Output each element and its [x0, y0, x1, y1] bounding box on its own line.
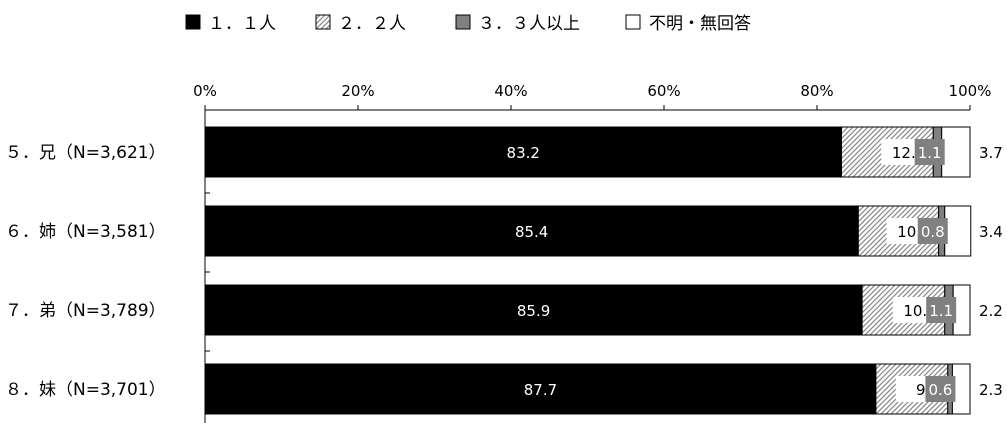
data-label-bg-s3-c1: [914, 139, 945, 165]
data-label-s3-c2: 0.8: [921, 223, 945, 241]
legend: １．１人 ２．２人 ３．３人以上 不明・無回答: [185, 14, 751, 34]
data-label-bg-s3-c2: [917, 218, 948, 244]
category-label-2: ６．姉（N=3,581）: [5, 222, 166, 242]
data-label-s4-c4: 2.3: [979, 381, 1003, 399]
data-label-s1-c3: 85.9: [517, 302, 550, 320]
data-label-s1-c1: 83.2: [507, 144, 540, 162]
x-tick-label: 100%: [949, 82, 992, 100]
data-label-s1-c2: 85.4: [515, 223, 548, 241]
legend-swatch-2: [315, 14, 331, 30]
x-tick-label: 40%: [494, 82, 527, 100]
legend-swatch-4: [625, 14, 641, 30]
data-label-s4-c3: 2.2: [979, 302, 1003, 320]
data-label-bg-s3-c4: [925, 376, 956, 402]
data-label-s3-c1: 1.1: [918, 144, 942, 162]
bar-segment-s1-c3: [204, 284, 863, 336]
x-tick-label: 80%: [800, 82, 833, 100]
x-tick-label: 0%: [193, 82, 217, 100]
bar-segment-s4-c1: [941, 126, 971, 178]
bar-segment-s1-c4: [204, 363, 877, 415]
bars: 83.2 12.01.1 3.785.4 10.50.8 3.485.9 10.81.1 2…: [204, 126, 1003, 415]
legend-label-1: １．１人: [208, 14, 276, 34]
x-tick-label: 60%: [647, 82, 680, 100]
legend-label-3: ３．３人以上: [478, 14, 580, 34]
data-label-s4-c2: 3.4: [979, 223, 1003, 241]
data-label-s4-c1: 3.7: [979, 144, 1003, 162]
legend-swatch-3: [455, 14, 471, 30]
x-axis: 0% 20% 40% 60% 80% 100%: [193, 82, 992, 111]
legend-swatch-1: [185, 14, 201, 30]
data-label-s1-c4: 87.7: [524, 381, 557, 399]
legend-label-4: 不明・無回答: [649, 14, 751, 34]
data-label-s3-c3: 1.1: [929, 302, 953, 320]
category-label-4: ８．妹（N=3,701）: [5, 380, 166, 400]
data-label-bg-s3-c3: [926, 297, 957, 323]
category-label-3: ７．弟（N=3,789）: [5, 301, 166, 321]
bar-segment-s4-c2: [944, 205, 972, 257]
bar-segment-s1-c2: [204, 205, 859, 257]
legend-label-2: ２．２人: [338, 14, 406, 34]
x-tick-label: 20%: [341, 82, 374, 100]
category-label-1: ５．兄（N=3,621）: [5, 143, 166, 163]
y-axis: ５．兄（N=3,621） ６．姉（N=3,581） ７．弟（N=3,789） ８．妹（…: [5, 110, 210, 423]
data-label-s3-c4: 0.6: [928, 381, 952, 399]
